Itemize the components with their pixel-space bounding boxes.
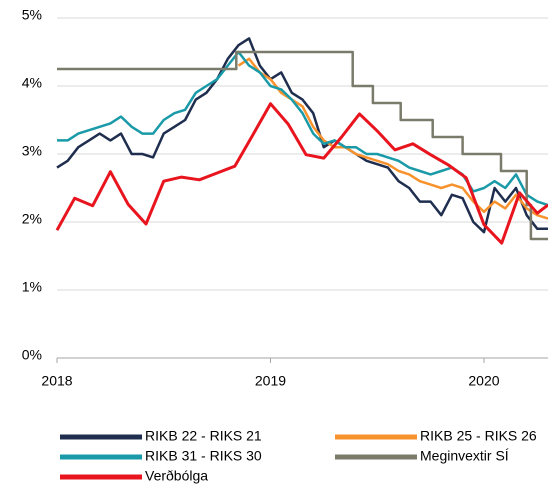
series-line [57, 50, 548, 241]
series-line [237, 57, 548, 220]
y-tick-label: 0% [22, 347, 42, 363]
legend-label: RIKB 31 - RIKS 30 [145, 448, 262, 464]
y-tick-label: 1% [22, 279, 42, 295]
legend-label: RIKB 25 - RIKS 26 [420, 428, 537, 444]
y-tick-label: 5% [22, 7, 42, 23]
series-line [56, 37, 548, 234]
y-tick-label: 3% [22, 143, 42, 159]
legend-label: Verðbólga [145, 468, 208, 484]
series-line [55, 102, 548, 245]
x-tick-label: 2019 [255, 373, 286, 389]
legend-label: RIKB 22 - RIKS 21 [145, 428, 262, 444]
x-tick-label: 2020 [468, 373, 499, 389]
legend-label: Meginvextir SÍ [420, 448, 509, 464]
series-line [57, 50, 548, 207]
x-tick-label: 2018 [41, 373, 72, 389]
y-tick-label: 2% [22, 211, 42, 227]
y-tick-label: 4% [22, 75, 42, 91]
